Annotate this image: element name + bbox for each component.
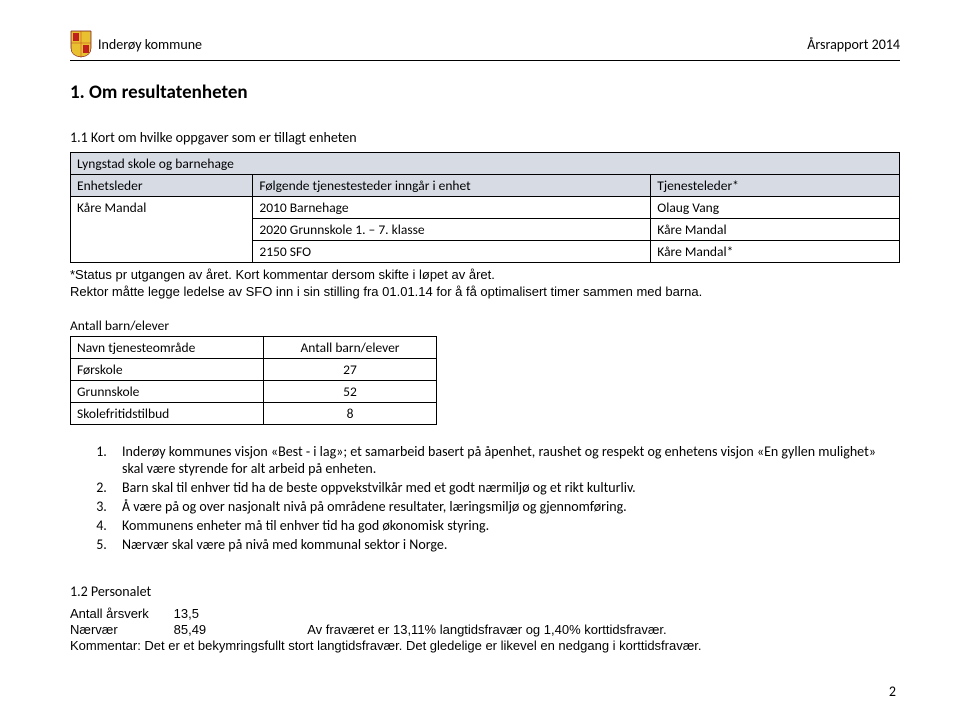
unit-col1: Enhetsleder: [71, 175, 253, 197]
section-1-title: 1. Om resultatenheten: [70, 81, 900, 104]
status-note-1: *Status pr utgangen av året. Kort kommen…: [70, 267, 900, 282]
unit-r3c2: 2150 SFO: [253, 241, 651, 263]
status-note-2: Rektor måtte legge ledelse av SFO inn i …: [70, 284, 900, 299]
vision-item-3: Å være på og over nasjonalt nivå på områ…: [110, 498, 900, 515]
vision-item-4: Kommunens enheter må til enhver tid ha g…: [110, 517, 900, 534]
unit-col3: Tjenesteleder*: [651, 175, 900, 197]
personnel-line-1: Antall årsverk 13,5: [70, 606, 900, 621]
unit-table-title: Lyngstad skole og barnehage: [71, 153, 900, 175]
personnel-line-2: Nærvær 85,49 Av fraværet er 13,11% langt…: [70, 622, 900, 637]
table-row: Førskole 27: [71, 359, 437, 381]
children-count-label: Antall barn/elever: [70, 317, 900, 334]
personnel-comment: Kommentar: Det er et bekymringsfullt sto…: [70, 638, 900, 653]
vision-item-2: Barn skal til enhver tid ha de beste opp…: [110, 479, 900, 496]
section-1-1-title: 1.1 Kort om hvilke oppgaver som er tilla…: [70, 129, 900, 146]
unit-table: Lyngstad skole og barnehage Enhetsleder …: [70, 152, 900, 263]
vision-item-1: Inderøy kommunes visjon «Best - i lag»; …: [110, 443, 900, 477]
unit-r2c3: Kåre Mandal: [651, 219, 900, 241]
unit-col2: Følgende tjenestesteder inngår i enhet: [253, 175, 651, 197]
vision-item-5: Nærvær skal være på nivå med kommunal se…: [110, 536, 900, 553]
header-org: Inderøy kommune: [98, 36, 202, 53]
page-number: 2: [70, 683, 900, 700]
children-h1: Navn tjenesteområde: [71, 337, 264, 359]
municipality-crest-icon: [70, 30, 92, 58]
vision-list: Inderøy kommunes visjon «Best - i lag»; …: [70, 443, 900, 553]
section-1-2-title: 1.2 Personalet: [70, 583, 900, 600]
unit-leader: Kåre Mandal: [71, 197, 253, 263]
header-doc-title: Årsrapport 2014: [807, 36, 900, 53]
unit-r2c2: 2020 Grunnskole 1. – 7. klasse: [253, 219, 651, 241]
children-table: Navn tjenesteområde Antall barn/elever F…: [70, 336, 437, 425]
children-h2: Antall barn/elever: [264, 337, 437, 359]
unit-r3c3: Kåre Mandal*: [651, 241, 900, 263]
unit-r1c3: Olaug Vang: [651, 197, 900, 219]
table-row: Grunnskole 52: [71, 381, 437, 403]
unit-r1c2: 2010 Barnehage: [253, 197, 651, 219]
table-row: Skolefritidstilbud 8: [71, 403, 437, 425]
page-header: Inderøy kommune Årsrapport 2014: [70, 30, 900, 61]
